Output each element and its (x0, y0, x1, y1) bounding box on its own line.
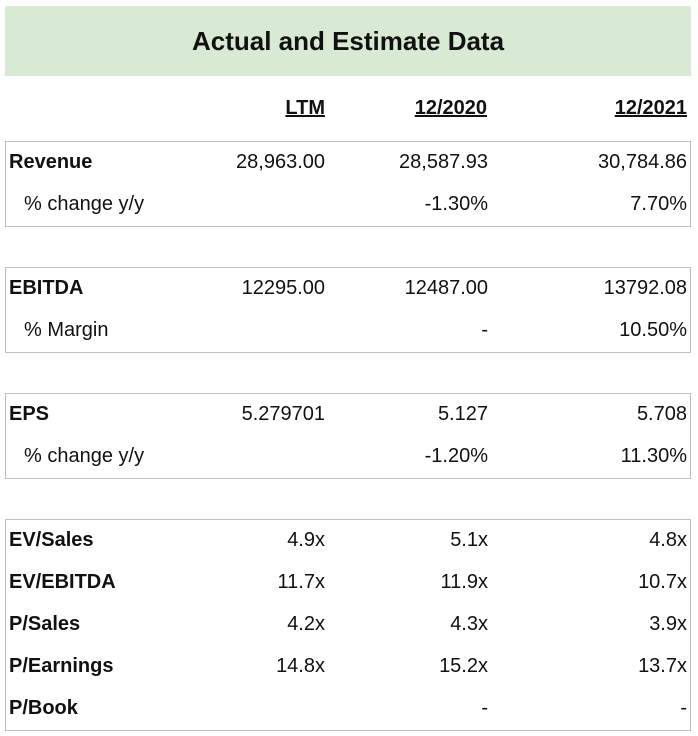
ebitda-block: EBITDA 12295.00 12487.00 13792.08 % Marg… (5, 267, 691, 353)
cell-2020: 4.3x (450, 613, 488, 635)
cell-ltm: 12295.00 (241, 277, 325, 299)
cell-2021: 10.7x (638, 571, 687, 593)
cell-2021: 13792.08 (603, 277, 687, 299)
eps-block: EPS 5.279701 5.127 5.708 % change y/y -1… (5, 393, 691, 479)
table-row: EV/EBITDA 11.7x 11.9x 10.7x (6, 562, 690, 604)
cell-2020: - (481, 319, 488, 341)
multiples-block: EV/Sales 4.9x 5.1x 4.8x EV/EBITDA 11.7x … (5, 519, 691, 731)
cell-ltm: 4.2x (287, 613, 325, 635)
cell-2020: - (481, 697, 488, 719)
row-label: EV/Sales (9, 529, 94, 551)
table-row: P/Earnings 14.8x 15.2x 13.7x (6, 646, 690, 688)
cell-2021: 3.9x (649, 613, 687, 635)
cell-2020: 15.2x (439, 655, 488, 677)
column-header-2021: 12/2021 (614, 97, 687, 119)
row-label: Revenue (9, 151, 93, 173)
cell-ltm: 28,963.00 (236, 151, 325, 173)
cell-ltm: 5.279701 (241, 403, 325, 425)
cell-2020: -1.20% (424, 445, 488, 467)
table-row: P/Sales 4.2x 4.3x 3.9x (6, 604, 690, 646)
row-label: EPS (9, 403, 50, 425)
table-row: EBITDA 12295.00 12487.00 13792.08 (6, 268, 690, 310)
table-row: EV/Sales 4.9x 5.1x 4.8x (6, 520, 690, 562)
cell-2020: 12487.00 (404, 277, 488, 299)
page-title: Actual and Estimate Data (5, 6, 691, 76)
cell-2020: 11.9x (440, 571, 488, 593)
table-row: % Margin - 10.50% (6, 310, 690, 352)
cell-2021: 11.30% (620, 445, 687, 467)
cell-2021: - (680, 697, 687, 719)
cell-ltm: 11.7x (277, 571, 325, 593)
row-label: EV/EBITDA (9, 571, 116, 593)
cell-2021: 5.708 (636, 403, 687, 425)
cell-2021: 7.70% (630, 193, 687, 215)
table-row: EPS 5.279701 5.127 5.708 (6, 394, 690, 436)
cell-2020: 28,587.93 (399, 151, 488, 173)
row-sublabel: % change y/y (24, 445, 145, 467)
table-row: Revenue 28,963.00 28,587.93 30,784.86 (6, 142, 690, 184)
row-sublabel: % Margin (24, 319, 109, 341)
column-header-2020: 12/2020 (414, 97, 487, 119)
cell-2021: 4.8x (649, 529, 687, 551)
column-header-ltm: LTM (285, 97, 325, 119)
cell-2020: 5.1x (450, 529, 488, 551)
row-label: EBITDA (9, 277, 84, 299)
cell-2020: 5.127 (437, 403, 488, 425)
cell-2020: -1.30% (424, 193, 488, 215)
cell-ltm: 4.9x (287, 529, 325, 551)
table-row: P/Book - - (6, 688, 690, 730)
row-sublabel: % change y/y (24, 193, 145, 215)
cell-2021: 13.7x (638, 655, 687, 677)
table-row: % change y/y -1.20% 11.30% (6, 436, 690, 478)
cell-2021: 30,784.86 (598, 151, 687, 173)
revenue-block: Revenue 28,963.00 28,587.93 30,784.86 % … (5, 141, 691, 227)
row-label: P/Earnings (9, 655, 114, 677)
cell-ltm: 14.8x (276, 655, 325, 677)
cell-2021: 10.50% (619, 319, 687, 341)
row-label: P/Sales (9, 613, 81, 635)
table-row: % change y/y -1.30% 7.70% (6, 184, 690, 226)
row-label: P/Book (9, 697, 78, 719)
